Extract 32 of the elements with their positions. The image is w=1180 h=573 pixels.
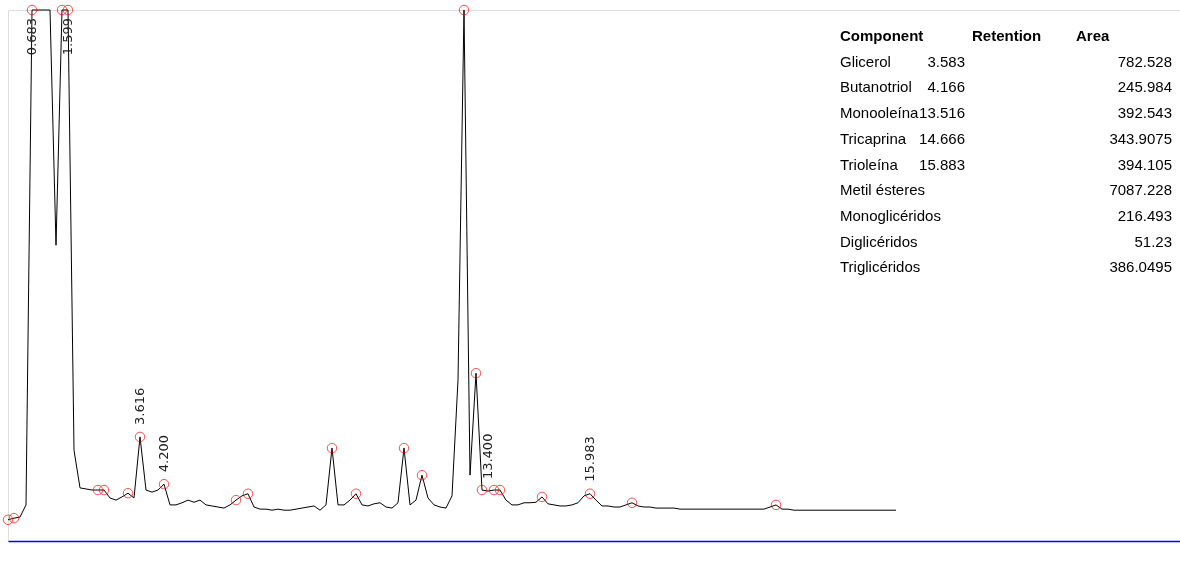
text: Retention <box>972 27 1042 44</box>
text: 245.984 <box>1117 78 1172 96</box>
annotation: Metil ésteres <box>840 181 926 199</box>
text: 4.166 <box>927 78 965 96</box>
annotation: Monoglicéridos <box>840 206 941 224</box>
annotation: 0.683 <box>24 18 39 56</box>
annotation: 1.599 <box>60 18 75 56</box>
text: 7087.228 <box>1109 181 1172 199</box>
text: 14.666 <box>919 129 965 147</box>
annotation: Glicerol <box>840 52 891 70</box>
annotation: Trioleína <box>840 155 899 173</box>
annotation: Triglicéridos <box>840 258 921 276</box>
annotation: Monooleína <box>840 104 920 122</box>
text: 343.9075 <box>1109 129 1172 147</box>
text: Area <box>1076 27 1111 44</box>
annotation: Component <box>840 27 924 44</box>
text: 51.23 <box>1134 232 1172 250</box>
annotation: Tricaprina <box>840 129 907 147</box>
text: 15.883 <box>919 155 965 173</box>
text: 3.583 <box>927 52 965 70</box>
annotation: 13.400 <box>480 433 495 480</box>
annotation: 4.200 <box>156 434 171 473</box>
annotation: Diglicéridos <box>840 232 918 250</box>
annotation: 3.616 <box>132 387 147 425</box>
text: 394.105 <box>1117 155 1172 173</box>
annotation: 15.983 <box>582 436 597 482</box>
text: 13.516 <box>919 104 965 122</box>
annotation: Butanotriol <box>840 78 912 96</box>
text: 392.543 <box>1117 104 1172 122</box>
text: 386.0495 <box>1109 258 1172 276</box>
text: 216.493 <box>1117 206 1172 224</box>
text: 782.528 <box>1117 52 1172 70</box>
